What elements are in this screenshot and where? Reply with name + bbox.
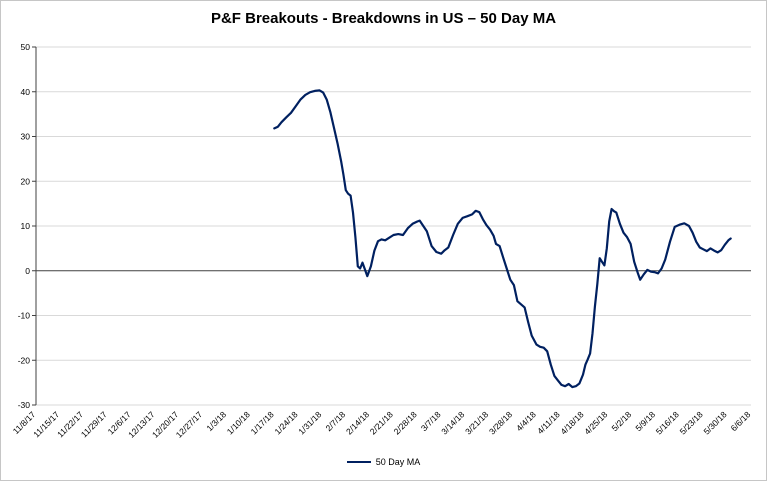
x-tick-label: 5/2/18 bbox=[609, 409, 633, 433]
x-tick-label: 4/25/18 bbox=[582, 409, 609, 436]
x-tick-label: 1/17/18 bbox=[249, 409, 276, 436]
x-tick-label: 1/10/18 bbox=[225, 409, 252, 436]
legend-line-swatch bbox=[346, 461, 371, 463]
x-tick-label: 6/6/18 bbox=[729, 409, 753, 433]
y-tick-label: 50 bbox=[21, 42, 31, 52]
x-tick-label: 5/16/18 bbox=[654, 409, 681, 436]
y-tick-label: 30 bbox=[21, 132, 31, 142]
x-tick-label: 1/24/18 bbox=[272, 409, 299, 436]
y-tick-label: -30 bbox=[18, 400, 31, 410]
y-tick-label: 20 bbox=[21, 176, 31, 186]
legend-label: 50 Day MA bbox=[375, 457, 421, 467]
x-tick-label: 1/31/18 bbox=[296, 409, 323, 436]
x-tick-label: 2/21/18 bbox=[368, 409, 395, 436]
legend: 50 Day MA bbox=[1, 457, 766, 467]
x-tick-label: 3/21/18 bbox=[463, 409, 490, 436]
y-tick-label: -10 bbox=[18, 311, 31, 321]
x-tick-label: 5/23/18 bbox=[678, 409, 705, 436]
y-tick-label: 0 bbox=[25, 266, 30, 276]
x-tick-label: 3/28/18 bbox=[487, 409, 514, 436]
chart-title: P&F Breakouts - Breakdowns in US – 50 Da… bbox=[210, 10, 557, 27]
y-tick-label: -20 bbox=[18, 355, 31, 365]
x-tick-label: 12/27/17 bbox=[174, 409, 205, 440]
x-tick-label: 4/18/18 bbox=[558, 409, 585, 436]
y-tick-label: 40 bbox=[21, 87, 31, 97]
x-tick-label: 2/28/18 bbox=[392, 409, 419, 436]
y-tick-label: 10 bbox=[21, 221, 31, 231]
x-tick-label: 4/11/18 bbox=[535, 409, 562, 436]
x-tick-label: 2/14/18 bbox=[344, 409, 371, 436]
x-tick-label: 5/30/18 bbox=[701, 409, 728, 436]
series-line bbox=[273, 89, 732, 389]
x-tick-label: 3/14/18 bbox=[439, 409, 466, 436]
x-tick-label: 11/29/17 bbox=[79, 409, 109, 439]
